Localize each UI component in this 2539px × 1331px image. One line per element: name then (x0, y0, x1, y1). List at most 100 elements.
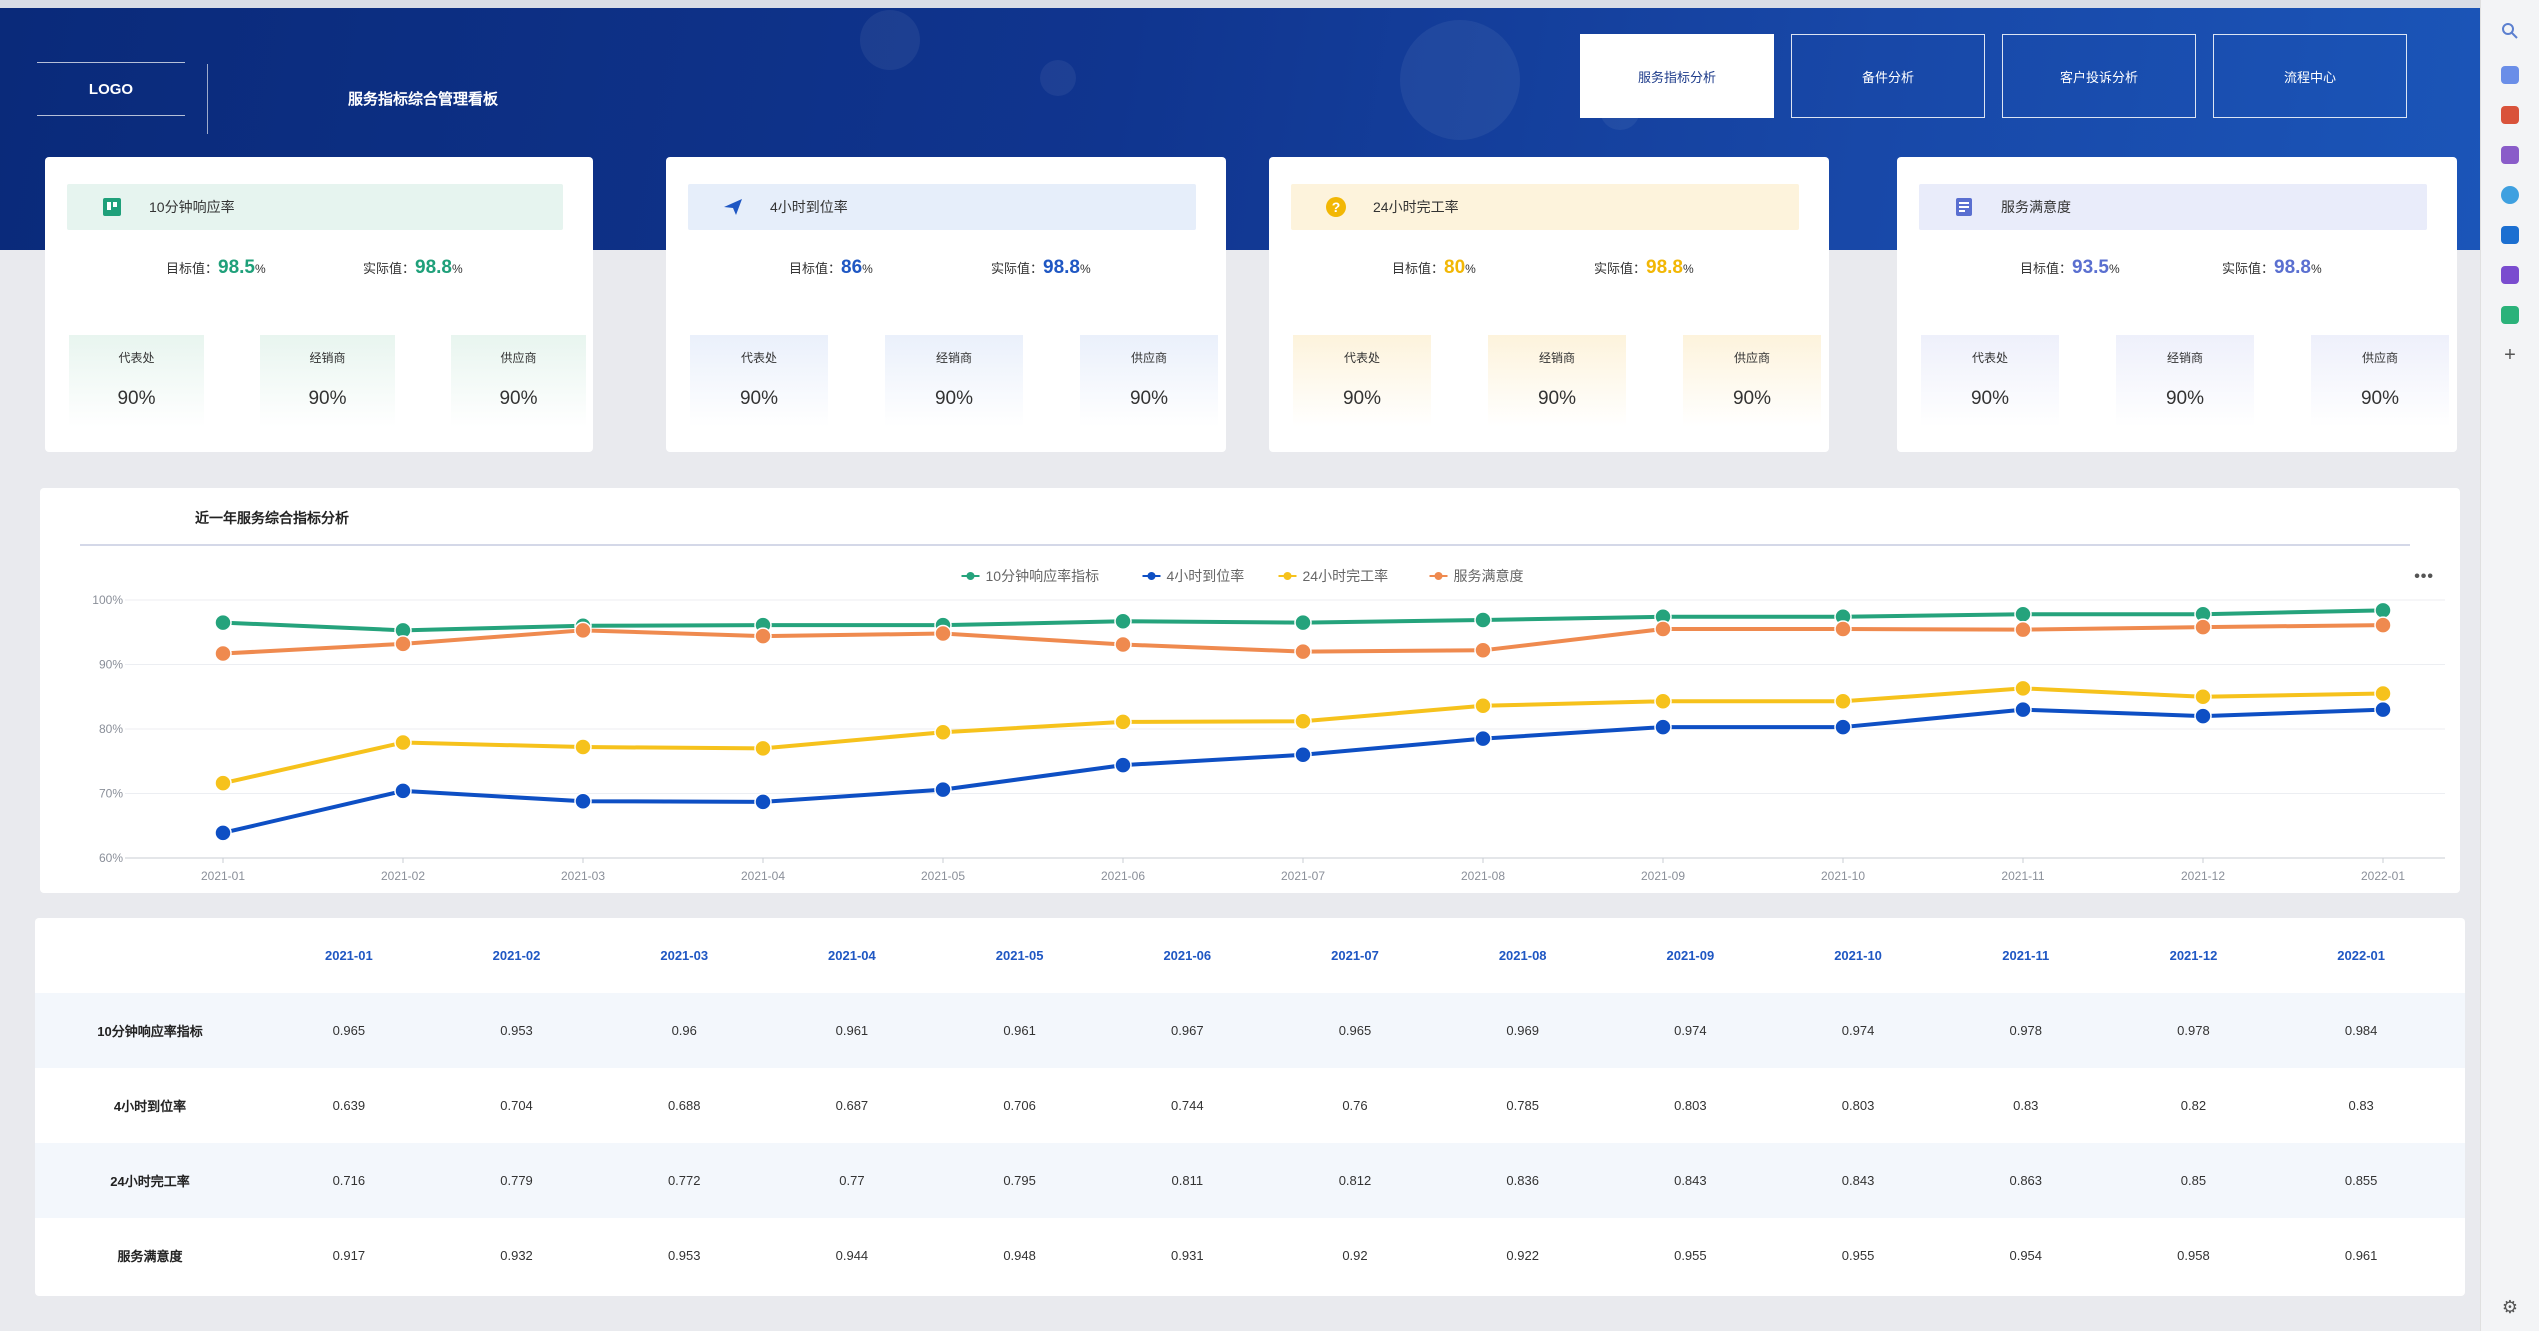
table-cell: 0.836 (1506, 1173, 1539, 1188)
column-header: 2021-06 (1163, 948, 1212, 963)
table-cell: 0.688 (667, 1098, 701, 1113)
data-point (1654, 620, 1672, 638)
sub-representative-office: 代表处 90% (1293, 335, 1431, 427)
data-point (214, 613, 232, 632)
data-point (1114, 635, 1132, 654)
gear-icon[interactable]: ⚙ (2501, 1297, 2519, 1317)
table-cell: 0.969 (1506, 1023, 1539, 1038)
data-point (394, 782, 412, 800)
table-cell: 0.978 (2177, 1023, 2210, 1038)
table-cell: 0.83 (2013, 1098, 2039, 1113)
table-cell: 0.932 (500, 1248, 533, 1263)
add-icon[interactable]: + (2504, 344, 2516, 366)
table-cell: 0.967 (1171, 1023, 1204, 1038)
x-tick-label: 2021-06 (1101, 869, 1145, 883)
flag-icon (101, 196, 123, 218)
data-point (1834, 620, 1852, 638)
x-tick-label: 2022-01 (2361, 869, 2405, 883)
column-header: 2021-11 (2002, 948, 2050, 963)
table-cell: 0.961 (1003, 1023, 1036, 1038)
kpi-actual: 实际值：98.8% (2222, 257, 2322, 278)
sub-supplier: 供应商 90% (2311, 335, 2449, 427)
tag-icon[interactable] (2501, 66, 2519, 84)
column-header: 2021-02 (492, 948, 541, 963)
legend-label: 10分钟响应率指标 (986, 568, 1100, 584)
table-cell: 0.687 (835, 1098, 869, 1113)
table-cell: 0.955 (1674, 1248, 1707, 1263)
sub-supplier: 供应商 90% (1683, 335, 1821, 427)
row-label: 服务满意度 (117, 1249, 183, 1264)
tab-complaints[interactable]: 客户投诉分析 (2002, 34, 2196, 118)
outlook-icon[interactable] (2501, 226, 2519, 244)
kpi-card: ? 24小时完工率 目标值：80% 实际值：98.8% 代表处 90% 经销商 … (1269, 157, 1829, 452)
legend-label: 24小时完工率 (1303, 568, 1389, 584)
table-cell: 0.96 (671, 1023, 697, 1038)
data-table: 2021-01 2021-02 2021-03 2021-04 2021-05 2021-… (35, 918, 2465, 1296)
page-title: 服务指标综合管理看板 (348, 91, 499, 108)
question-icon: ? (1325, 196, 1347, 218)
x-tick-label: 2021-09 (1641, 869, 1685, 883)
sub-dealer: 经销商 90% (260, 335, 395, 427)
table-cell: 0.944 (835, 1248, 869, 1263)
data-point (1654, 692, 1672, 711)
paper-plane-icon (722, 196, 744, 218)
data-point (934, 624, 952, 643)
x-tick-label: 2021-08 (1461, 869, 1505, 883)
data-point (2374, 700, 2392, 719)
kpi-card: 10分钟响应率 目标值：98.5% 实际值：98.8% 代表处 90% 经销商 … (45, 157, 593, 452)
data-point (754, 793, 772, 811)
sub-dealer: 经销商 90% (885, 335, 1023, 427)
designer-icon[interactable] (2501, 266, 2519, 284)
data-point (1294, 746, 1312, 764)
legend-swatch-dot (1283, 572, 1292, 580)
data-point (1474, 729, 1492, 748)
chess-icon[interactable] (2501, 146, 2519, 164)
chart-title: 近一年服务综合指标分析 (195, 510, 349, 526)
data-point (2194, 688, 2212, 706)
data-point (1294, 613, 1312, 632)
more-icon[interactable]: ••• (2414, 568, 2434, 585)
data-point (394, 733, 412, 752)
data-point (2014, 700, 2032, 719)
data-point (1114, 756, 1132, 774)
svg-text:?: ? (1332, 199, 1341, 215)
search-icon[interactable] (2501, 22, 2519, 40)
x-tick-label: 2021-04 (741, 869, 785, 883)
table-cell: 0.704 (500, 1098, 533, 1113)
x-tick-label: 2021-01 (201, 869, 245, 883)
column-header: 2021-09 (1666, 948, 1715, 963)
table-cell: 0.978 (2009, 1023, 2043, 1038)
table-cell: 0.863 (2009, 1173, 2043, 1188)
sub-dealer: 经销商 90% (1488, 335, 1626, 427)
data-point (934, 723, 952, 741)
tab-service-index[interactable]: 服务指标分析 (1580, 34, 1774, 118)
data-point (1114, 612, 1132, 631)
table-cell: 0.92 (1342, 1248, 1368, 1263)
shopping-icon[interactable] (2501, 306, 2519, 324)
browser-sidebar: + ⚙ (2480, 0, 2539, 1331)
tab-spare-parts[interactable]: 备件分析 (1791, 34, 1985, 118)
copilot-icon[interactable] (2501, 186, 2519, 204)
data-point (2374, 601, 2392, 620)
table-cell: 0.953 (500, 1023, 533, 1038)
column-header: 2022-01 (2337, 948, 2385, 963)
sub-representative-office: 代表处 90% (69, 335, 204, 427)
tab-process-center[interactable]: 流程中心 (2213, 34, 2407, 118)
table-row: 服务满意度 0.917 0.932 0.953 0.944 0.948 0.931 0.92 0… (35, 1218, 2465, 1293)
data-point (754, 739, 772, 758)
legend-label: 服务满意度 (1454, 568, 1524, 584)
sub-representative-office: 代表处 90% (1921, 335, 2059, 427)
row-label: 24小时完工率 (110, 1174, 190, 1189)
kpi-target: 目标值：93.5% (2020, 257, 2120, 278)
column-header: 2021-04 (828, 948, 876, 963)
column-header: 2021-08 (1498, 948, 1547, 963)
table-cell: 0.76 (1342, 1098, 1368, 1113)
briefcase-icon[interactable] (2501, 106, 2519, 124)
data-point (2374, 684, 2392, 703)
data-point (1294, 712, 1312, 731)
table-cell: 0.83 (2348, 1098, 2374, 1113)
kpi-card-header: 10分钟响应率 (67, 184, 563, 230)
table-cell: 0.82 (2180, 1098, 2207, 1113)
table-cell: 0.984 (2344, 1023, 2378, 1038)
row-label: 10分钟响应率指标 (97, 1024, 203, 1039)
